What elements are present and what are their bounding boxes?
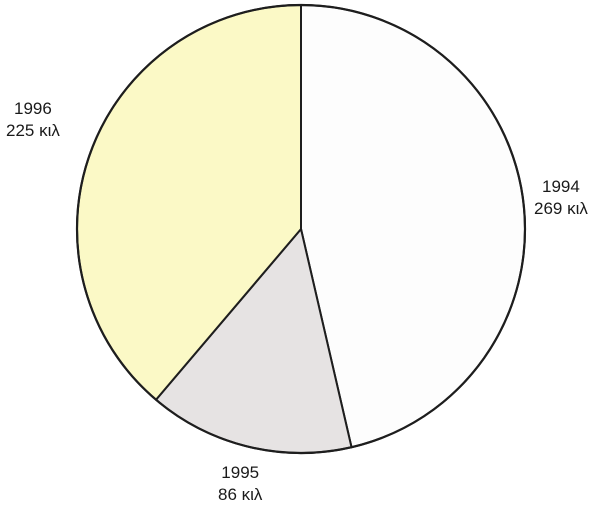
slice-label-1994: 1994 269 κιλ [534,176,588,220]
slice-label-1995-value: 86 κιλ [218,485,263,504]
slice-label-1994-year: 1994 [542,177,580,196]
slice-label-1996-year: 1996 [14,99,52,118]
slice-label-1994-value: 269 κιλ [534,199,588,218]
slice-label-1995-year: 1995 [221,463,260,482]
slice-label-1995: 1995 86 κιλ [218,462,262,506]
pie-slices [76,4,526,454]
pie-outline [75,3,527,455]
slice-label-1996-value: 225 κιλ [6,121,60,140]
slice-label-1996: 1996 225 κιλ [6,98,60,142]
